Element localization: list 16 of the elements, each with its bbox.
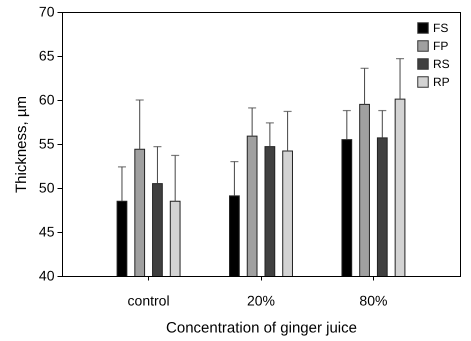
y-tick-label: 45 — [38, 224, 55, 240]
x-tick-label: 80% — [359, 292, 388, 308]
legend-label: RS — [433, 57, 450, 71]
x-tick-label: 20% — [246, 292, 276, 308]
legend-label: FP — [433, 39, 448, 53]
y-tick-label: 70 — [38, 4, 55, 20]
y-tick-label: 60 — [38, 92, 55, 108]
legend-label: RP — [433, 75, 450, 89]
y-tick-label: 55 — [38, 136, 55, 152]
y-tick-label: 40 — [38, 268, 55, 284]
y-axis-title: Thickness, µm — [12, 96, 30, 193]
x-tick-label: control — [128, 292, 170, 308]
x-axis-title: Concentration of ginger juice — [166, 320, 357, 336]
legend-label: FS — [433, 21, 448, 35]
y-tick-label: 65 — [38, 48, 55, 64]
y-tick-label: 50 — [38, 180, 55, 196]
